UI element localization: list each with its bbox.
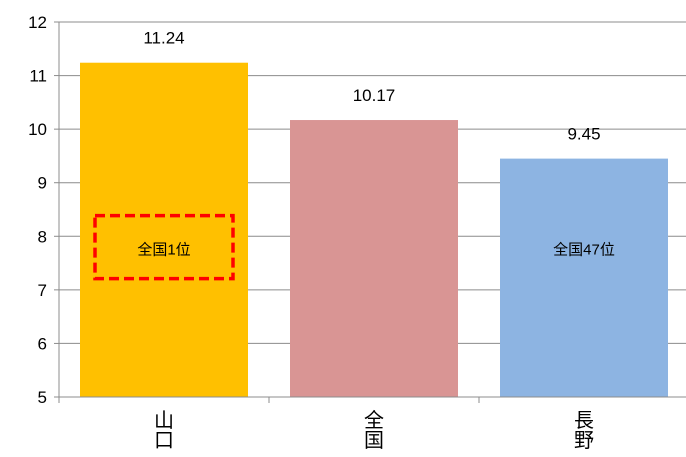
bars bbox=[80, 62, 668, 398]
bar-1 bbox=[290, 120, 458, 398]
rank-annotation: 全国1位 bbox=[137, 241, 190, 259]
y-tick-labels: 5 6 7 8 9 10 11 12 bbox=[28, 13, 47, 407]
y-tick-label: 9 bbox=[38, 174, 47, 193]
y-tick-label: 12 bbox=[28, 13, 47, 32]
axes bbox=[54, 21, 686, 403]
y-tick-label: 7 bbox=[38, 281, 47, 300]
value-label: 11.24 bbox=[143, 29, 184, 48]
bar-0 bbox=[80, 62, 248, 397]
y-tick-label: 11 bbox=[29, 67, 47, 86]
rank-annotation: 全国47位 bbox=[553, 241, 615, 259]
value-labels: 11.24 10.17 9.45 bbox=[143, 29, 600, 144]
y-tick-label: 8 bbox=[38, 227, 47, 246]
value-label: 9.45 bbox=[567, 125, 600, 144]
y-tick-label: 10 bbox=[28, 120, 47, 139]
y-tick-label: 5 bbox=[38, 388, 47, 407]
value-label: 10.17 bbox=[353, 86, 396, 105]
annotations: 全国1位 全国47位 bbox=[93, 213, 615, 281]
bar-2 bbox=[500, 158, 668, 397]
y-tick-label: 6 bbox=[38, 334, 47, 353]
category-labels: 山口 全国 長野 bbox=[154, 409, 594, 452]
category-label: 山口 bbox=[154, 409, 174, 452]
highlight-box bbox=[93, 213, 235, 281]
category-label: 長野 bbox=[574, 410, 594, 452]
category-label: 全国 bbox=[364, 409, 384, 452]
